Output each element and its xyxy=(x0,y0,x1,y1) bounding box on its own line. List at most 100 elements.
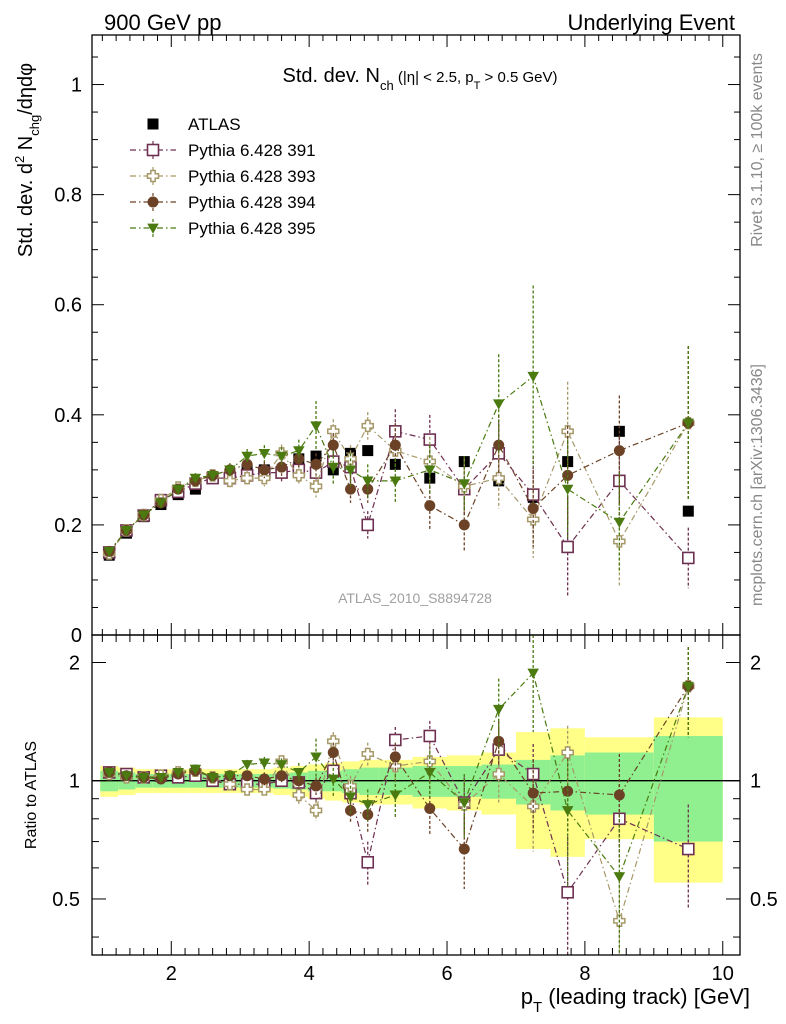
legend-entry-pythia391: Pythia 6.428 391 xyxy=(130,141,316,160)
ratio-point xyxy=(223,777,237,791)
ratio-point xyxy=(189,764,202,775)
main-point xyxy=(613,517,626,528)
main-point xyxy=(172,484,184,495)
ratio-point xyxy=(309,804,323,817)
main-point xyxy=(206,470,219,482)
main-point xyxy=(424,500,436,512)
ratio-point xyxy=(172,768,184,779)
main-point xyxy=(344,465,357,476)
header-left: 900 GeV pp xyxy=(104,10,221,35)
ratio-y-label: Ratio to ATLAS xyxy=(23,741,40,849)
ratio-point xyxy=(361,747,374,761)
main-point xyxy=(155,498,167,509)
legend-marker xyxy=(147,196,159,208)
x-tick-label: 10 xyxy=(712,963,734,985)
main-point xyxy=(103,546,116,558)
main-point xyxy=(613,535,626,548)
main-point xyxy=(458,519,470,531)
analysis-watermark: ATLAS_2010_S8894728 xyxy=(338,590,492,606)
ratio-plot-area xyxy=(92,635,740,955)
ratio-point xyxy=(206,772,219,784)
legend-entry-ATLAS: ATLAS xyxy=(147,115,241,134)
main-line-pythia391 xyxy=(108,430,689,559)
ratio-point xyxy=(275,760,288,771)
ratio-point xyxy=(292,788,306,802)
legend-marker xyxy=(147,223,159,234)
main-point xyxy=(682,505,694,517)
ratio-point xyxy=(310,780,322,792)
legend-label: Pythia 6.428 391 xyxy=(188,141,316,160)
ratio-point xyxy=(258,758,271,769)
legend-entry-pythia395: Pythia 6.428 395 xyxy=(130,219,316,238)
main-point xyxy=(137,510,150,521)
ratio-point xyxy=(613,872,626,883)
legend-marker xyxy=(147,118,159,130)
legend-label: ATLAS xyxy=(188,115,241,134)
main-line-pythia395 xyxy=(108,375,689,552)
main-point xyxy=(361,419,374,433)
main-point xyxy=(309,480,323,493)
main-y-tick-label: 0.2 xyxy=(54,515,82,537)
ratio-point xyxy=(389,759,402,773)
main-point xyxy=(526,513,540,526)
ratio-point xyxy=(293,768,305,779)
ratio-axes: 0.5 0.5 1 1 2 2 2 4 6 8 10 xyxy=(52,635,778,985)
main-line-pythia394 xyxy=(108,422,689,552)
ratio-point xyxy=(561,885,574,899)
ratio-point xyxy=(389,751,401,763)
main-point xyxy=(613,445,625,457)
x-tick-label: 2 xyxy=(166,963,177,985)
ratio-y-tick-label-right: 1 xyxy=(750,771,761,793)
ratio-y-tick-label-right: 2 xyxy=(750,653,761,675)
ratio-point xyxy=(526,767,540,781)
ratio-point xyxy=(561,806,574,817)
ratio-point xyxy=(241,760,253,771)
main-point xyxy=(362,445,374,457)
main-point xyxy=(293,453,305,465)
main-point xyxy=(258,464,270,476)
main-point xyxy=(258,448,271,460)
ratio-point xyxy=(345,804,357,816)
ratio-y-tick-label-left: 1 xyxy=(69,771,80,793)
ratio-point xyxy=(389,790,402,801)
main-point xyxy=(492,399,505,410)
main-point xyxy=(682,418,695,429)
legend-label: Pythia 6.428 394 xyxy=(188,193,316,212)
ratio-point xyxy=(361,800,374,811)
main-plot-area xyxy=(102,285,695,597)
ratio-point xyxy=(241,770,253,782)
uncertainty-band-inner xyxy=(653,735,723,842)
main-point xyxy=(276,461,288,473)
ratio-line-pythia394 xyxy=(109,685,689,851)
x-tick-label: 6 xyxy=(441,963,452,985)
main-y-tick-label: 0.6 xyxy=(54,295,82,317)
main-point xyxy=(223,474,237,488)
ratio-point xyxy=(327,774,340,785)
main-y-tick-label: 0.8 xyxy=(54,185,82,207)
ratio-point xyxy=(258,773,270,785)
main-point xyxy=(240,471,254,485)
ratio-line-pythia395 xyxy=(109,671,689,878)
ratio-y-tick-label-right: 0.5 xyxy=(750,889,778,911)
main-panel: 0 0.2 0.4 0.6 0.8 1 Std. dev. Nch (|η| < 2.5,… xyxy=(12,34,741,647)
main-point xyxy=(327,462,340,473)
ratio-point xyxy=(240,783,254,796)
legend: ATLAS Pythia 6.428 391 Pythia 6.428 393 Pyt… xyxy=(130,115,316,238)
main-point xyxy=(458,479,471,490)
ratio-point xyxy=(155,772,167,784)
x-axis-label: pT (leading track) [GeV] xyxy=(521,984,750,1016)
ratio-point xyxy=(682,681,695,693)
main-y-tick-label: 1 xyxy=(71,75,82,97)
main-series-pythia395 xyxy=(103,285,695,572)
main-point xyxy=(310,421,322,432)
ratio-point xyxy=(137,772,150,784)
ratio-line-pythia393 xyxy=(109,686,689,923)
legend-entry-pythia393: Pythia 6.428 393 xyxy=(130,167,316,186)
x-tick-label: 4 xyxy=(304,963,315,985)
ratio-point xyxy=(361,855,375,869)
ratio-point xyxy=(344,792,357,803)
ratio-point xyxy=(120,771,133,782)
main-point xyxy=(361,518,375,532)
main-point xyxy=(492,471,505,485)
